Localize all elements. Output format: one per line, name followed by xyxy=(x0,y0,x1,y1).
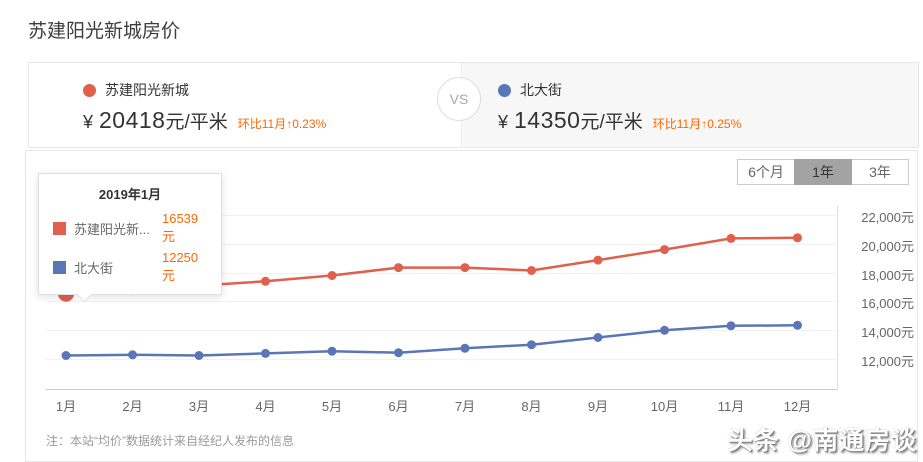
price-compare-card: 苏建阳光新城 ¥ 20418 元/平米 环比11月↑0.23% 北大街 ¥ 14… xyxy=(28,62,919,148)
tooltip-title: 2019年1月 xyxy=(98,187,162,202)
right-month-change: 环比11月↑0.25% xyxy=(652,117,742,131)
x-tick-label: 5月 xyxy=(321,399,343,414)
line-chart-svg xyxy=(58,233,802,360)
chart-tooltip: 2019年1月 苏建阳光新... 16539元北大街 12250元 xyxy=(38,173,222,303)
right-community-name: 北大街 xyxy=(520,82,562,98)
data-point-1-3[interactable] xyxy=(261,348,270,358)
right-currency-symbol: ¥ xyxy=(498,112,509,132)
data-point-0-8[interactable] xyxy=(593,255,603,265)
right-price-unit: 元/平米 xyxy=(580,112,643,133)
x-tick-label: 2月 xyxy=(122,399,143,414)
y-tick-label: 16,000元 xyxy=(861,296,914,312)
tooltip-row-1: 北大街 12250元 xyxy=(39,250,221,284)
data-point-0-9[interactable] xyxy=(660,245,669,255)
tooltip-series-value: 12250元 xyxy=(161,250,199,283)
y-tick-label: 20,000元 xyxy=(861,238,914,254)
tooltip-series-value: 16539元 xyxy=(161,211,199,244)
data-point-1-8[interactable] xyxy=(593,333,603,342)
page-title: 苏建阳光新城房价 xyxy=(28,21,181,42)
y-tick-label: 18,000元 xyxy=(861,267,914,283)
gridline xyxy=(46,330,837,331)
tooltip-series-label: 北大街 xyxy=(74,260,114,276)
period-button-1[interactable]: 1年 xyxy=(794,159,852,185)
data-point-1-1[interactable] xyxy=(128,350,137,360)
right-price-value: 14350 xyxy=(514,107,581,133)
x-tick-label: 9月 xyxy=(587,399,609,414)
data-point-1-0[interactable] xyxy=(61,351,71,360)
compare-right-panel: 北大街 ¥ 14350 元/平米 环比11月↑0.25% xyxy=(461,63,918,147)
period-button-2[interactable]: 3年 xyxy=(851,159,909,185)
data-point-1-6[interactable] xyxy=(460,343,470,353)
tooltip-swatch-icon xyxy=(53,260,66,274)
left-price-unit: 元/平米 xyxy=(165,112,228,133)
data-point-0-4[interactable] xyxy=(327,271,337,280)
left-community-name: 苏建阳光新城 xyxy=(105,82,189,98)
x-tick-label: 6月 xyxy=(388,399,409,414)
y-tick-label: 12,000元 xyxy=(861,354,914,370)
left-currency-symbol: ¥ xyxy=(83,112,94,132)
tooltip-series-label: 苏建阳光新... xyxy=(74,221,150,237)
data-point-0-7[interactable] xyxy=(527,266,536,275)
left-month-change: 环比11月↑0.23% xyxy=(237,117,327,131)
blue-series-dot-icon xyxy=(498,83,511,97)
x-axis-labels: 1月 2月 3月 4月 5月 6月 7月 8月 9月 10月 11月 12月 xyxy=(46,396,837,416)
gridline xyxy=(46,244,837,245)
data-point-1-10[interactable] xyxy=(726,321,736,331)
tooltip-row-0: 苏建阳光新... 16539元 xyxy=(39,211,221,245)
data-point-1-7[interactable] xyxy=(527,340,536,350)
y-tick-label: 14,000元 xyxy=(861,325,914,341)
data-point-1-5[interactable] xyxy=(394,348,403,358)
toutiao-watermark: 头条 @南通房谈 xyxy=(727,427,917,455)
data-point-0-5[interactable] xyxy=(394,263,403,273)
gridline xyxy=(46,359,837,360)
gridline xyxy=(46,301,837,302)
x-tick-label: 10月 xyxy=(650,399,679,414)
gridline xyxy=(46,215,837,216)
data-point-1-9[interactable] xyxy=(660,325,669,335)
red-series-dot-icon xyxy=(83,83,96,97)
tooltip-swatch-icon xyxy=(53,221,66,235)
x-tick-label: 12月 xyxy=(783,399,812,414)
data-point-0-6[interactable] xyxy=(460,263,470,273)
series-line-1 xyxy=(65,324,798,357)
period-button-0[interactable]: 6个月 xyxy=(737,159,795,185)
x-tick-label: 8月 xyxy=(521,399,542,414)
data-source-note: 注：本站“均价”数据统计来自经纪人发布的信息 xyxy=(46,434,294,448)
y-axis-labels: 22,000元 20,000元 18,000元 16,000元 14,000元 12,00… xyxy=(842,206,914,389)
left-price-value: 20418 xyxy=(99,107,166,133)
data-point-1-2[interactable] xyxy=(194,351,204,360)
data-point-0-3[interactable] xyxy=(261,276,270,286)
x-tick-label: 3月 xyxy=(188,399,210,414)
data-point-1-11[interactable] xyxy=(793,320,802,330)
period-toggle-group: 6个月 1年 3年 xyxy=(737,159,909,185)
data-point-0-10[interactable] xyxy=(726,233,736,243)
x-tick-label: 11月 xyxy=(717,399,745,414)
y-tick-label: 22,000元 xyxy=(861,209,914,225)
data-point-1-4[interactable] xyxy=(327,346,337,356)
vs-badge: VS xyxy=(437,77,481,121)
price-trend-chart: 6个月 1年 3年 22,000元 20,000元 18,000元 16,000元 14,0… xyxy=(25,150,918,462)
data-point-0-11[interactable] xyxy=(793,233,802,243)
gridline xyxy=(46,273,837,274)
x-tick-label: 7月 xyxy=(454,399,476,414)
x-tick-label: 1月 xyxy=(55,399,77,414)
compare-left-panel: 苏建阳光新城 ¥ 20418 元/平米 环比11月↑0.23% xyxy=(29,63,461,147)
x-tick-label: 4月 xyxy=(255,399,276,414)
plot-area xyxy=(46,206,838,390)
